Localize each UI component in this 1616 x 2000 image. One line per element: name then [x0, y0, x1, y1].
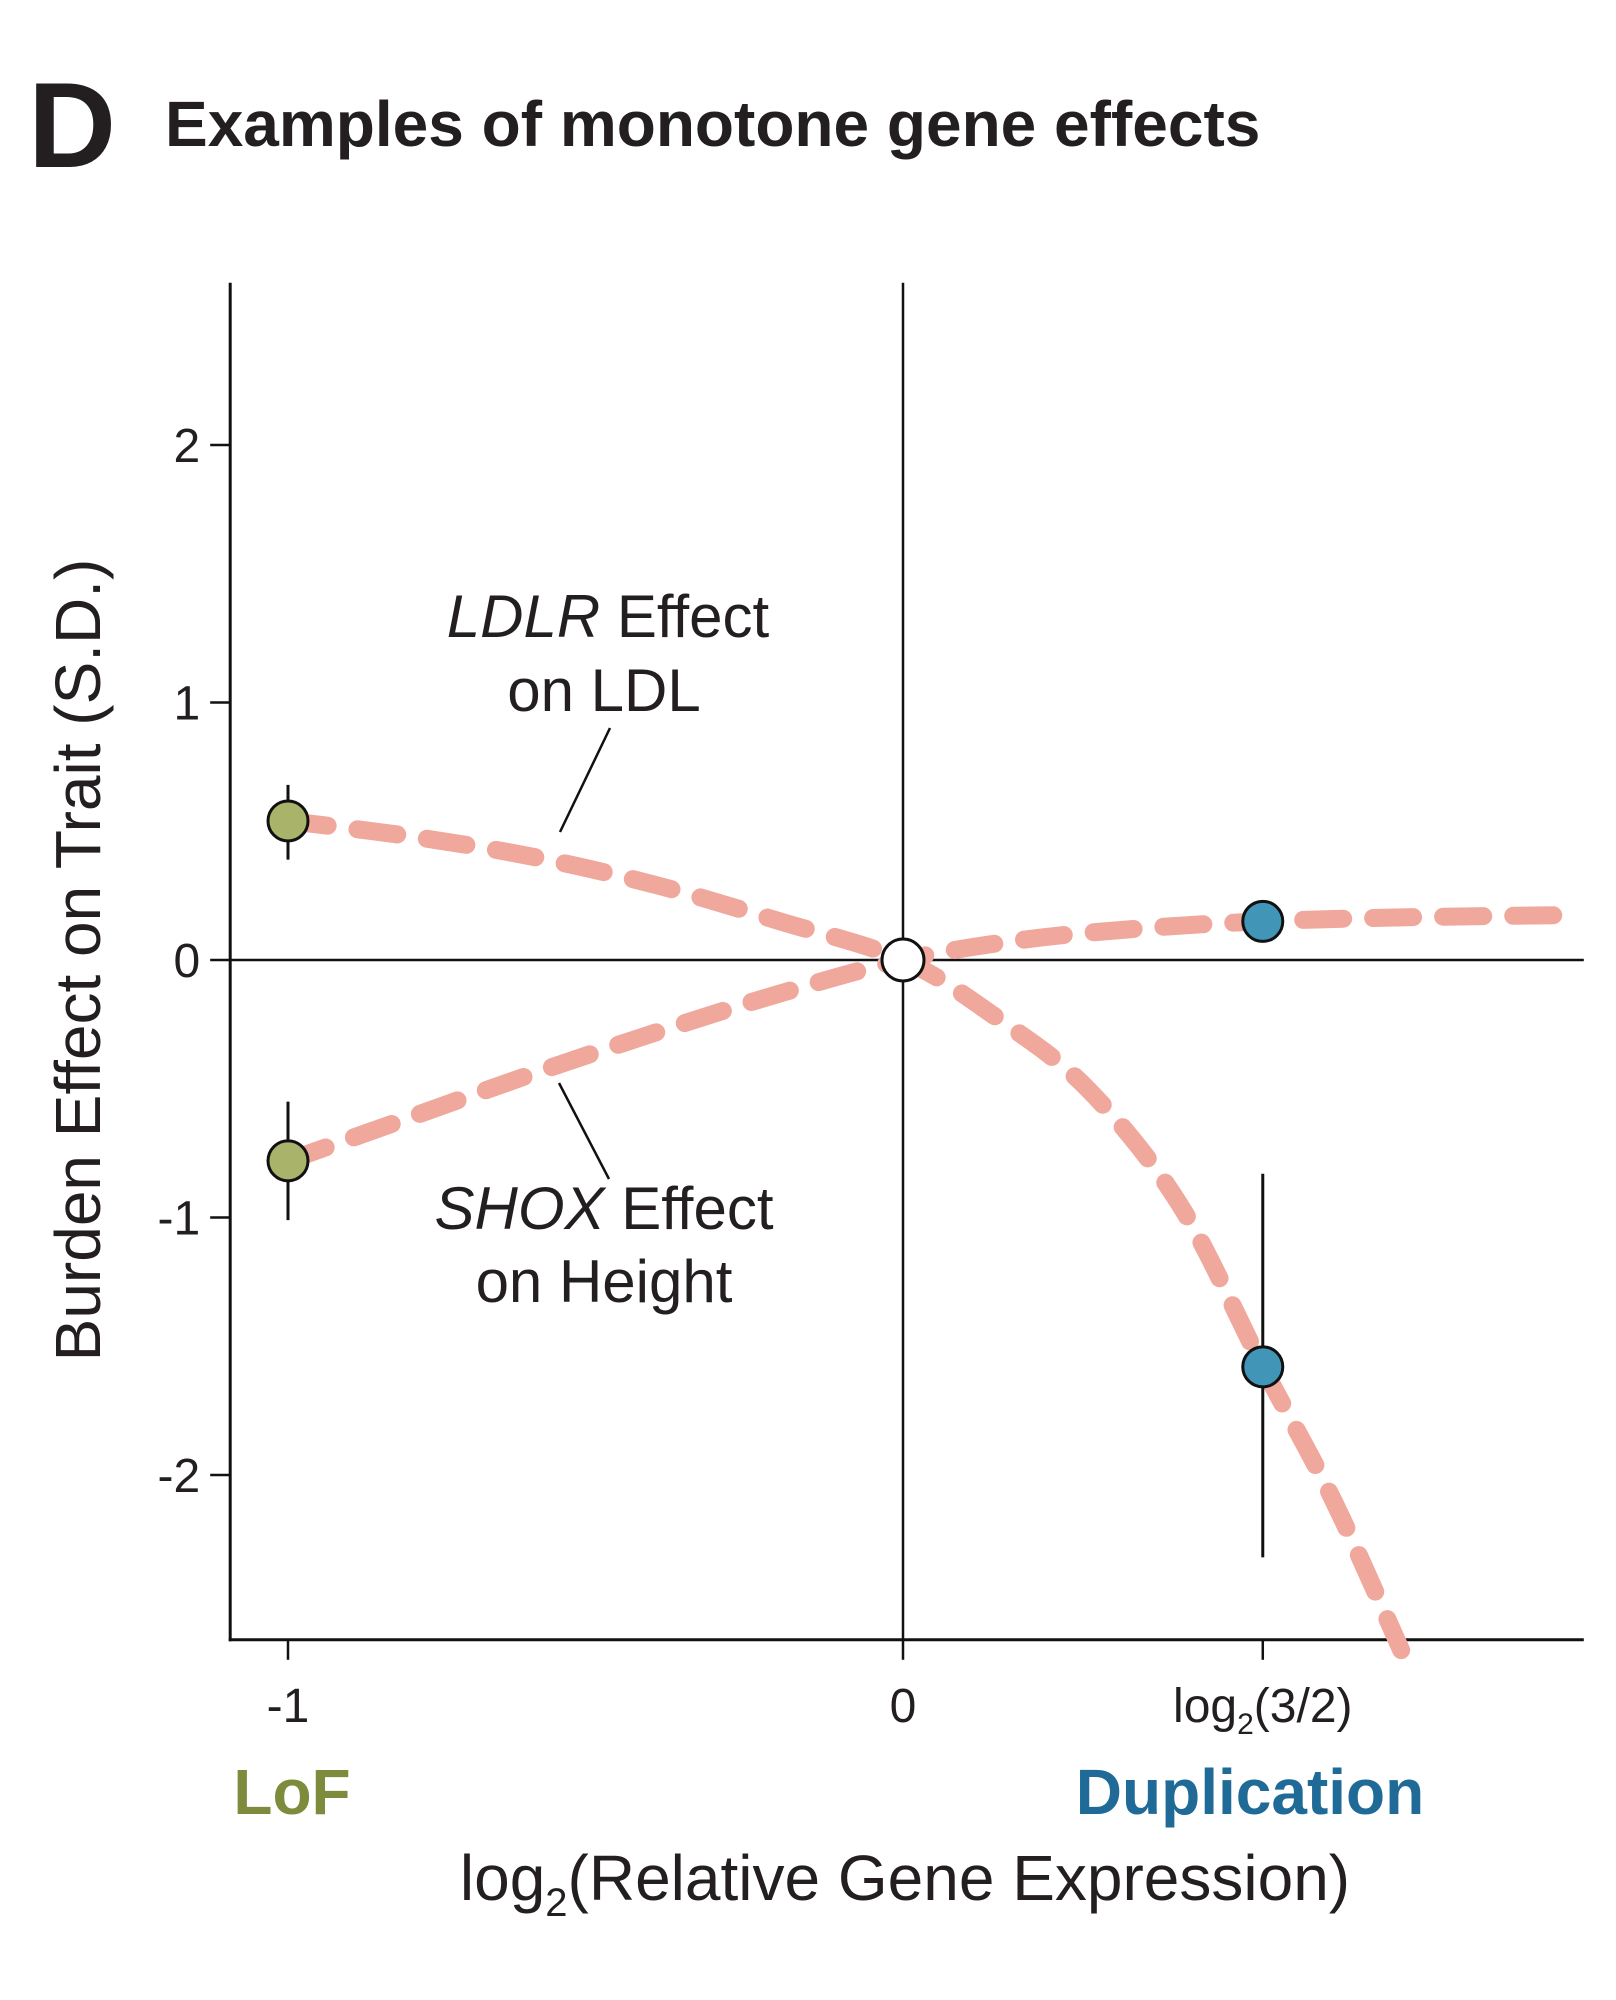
- ldlr-leader-line: [558, 727, 612, 833]
- y-tick-label: -1: [158, 1193, 201, 1246]
- x-ticks: -1 0 log2(3/2): [267, 1639, 1353, 1741]
- x-tick-label: 0: [890, 1680, 917, 1733]
- shox-effect-word: Effect: [605, 1175, 774, 1242]
- error-bars: [286, 784, 1265, 1558]
- ldlr-duplication-point: [1241, 1345, 1285, 1389]
- x-axis-title-log: log: [460, 1842, 545, 1914]
- duplication-group-label: Duplication: [1076, 1756, 1424, 1828]
- origin-point: [880, 937, 926, 983]
- ldlr-effect-curve: [279, 811, 1411, 1660]
- x-tick-label-log: log: [1173, 1680, 1237, 1733]
- shox-duplication-point: [1241, 899, 1285, 943]
- x-tick-label-subscript: 2: [1237, 1708, 1254, 1741]
- shox-effect-curve: [279, 905, 1589, 1170]
- y-tick-label: 0: [173, 935, 200, 988]
- ldlr-gene-name: LDLR: [447, 583, 600, 650]
- shox-label-line2: on Height: [476, 1248, 733, 1315]
- x-tick-label-rest: (3/2): [1254, 1680, 1353, 1733]
- ldlr-lof-point: [266, 799, 310, 843]
- y-axis-title: Burden Effect on Trait (S.D.): [42, 559, 114, 1362]
- shox-label-line1: SHOX Effect: [434, 1175, 773, 1242]
- shox-gene-name: SHOX: [434, 1175, 606, 1242]
- ldlr-label-line1: LDLR Effect: [447, 583, 770, 650]
- shox-leader-line: [557, 1082, 611, 1180]
- ldlr-label-line2: on LDL: [507, 657, 700, 724]
- y-tick-label: -2: [158, 1450, 201, 1503]
- x-tick-label: log2(3/2): [1173, 1680, 1352, 1741]
- shox-lof-point: [266, 1139, 310, 1183]
- panel-letter: D: [28, 57, 116, 193]
- x-axis-title-subscript: 2: [545, 1881, 567, 1925]
- x-axis-title: log2(Relative Gene Expression): [460, 1842, 1350, 1925]
- y-tick-label: 1: [173, 678, 200, 731]
- y-tick-label: 2: [173, 420, 200, 473]
- axes: [228, 282, 1584, 1642]
- chart-title: Examples of monotone gene effects: [165, 88, 1260, 160]
- x-tick-label: -1: [267, 1680, 310, 1733]
- plot-area: [228, 282, 1589, 1660]
- lof-group-label: LoF: [233, 1756, 350, 1828]
- x-axis-title-rest: (Relative Gene Expression): [568, 1842, 1351, 1914]
- y-ticks: 2 1 0 -1 -2: [158, 420, 231, 1503]
- data-points: [266, 799, 1285, 1389]
- annotation-leaders: [557, 727, 612, 1180]
- ldlr-effect-word: Effect: [600, 583, 769, 650]
